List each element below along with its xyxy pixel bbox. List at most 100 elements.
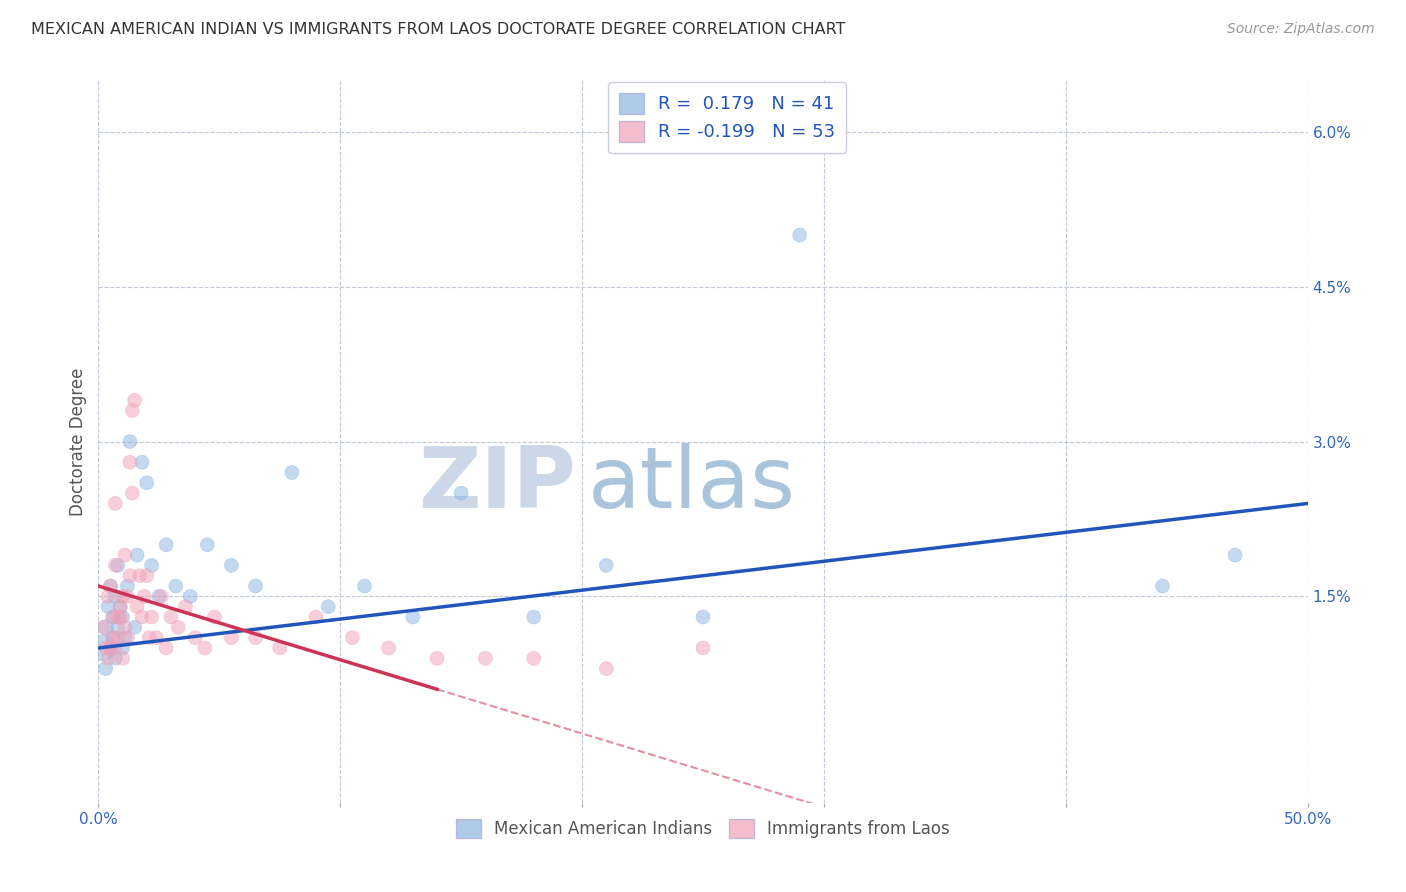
Point <box>97 599 120 614</box>
Point <box>111 640 134 655</box>
Point <box>104 640 127 655</box>
Point <box>245 579 267 593</box>
Point <box>221 558 243 573</box>
Point <box>135 568 157 582</box>
Point <box>127 599 149 614</box>
Point <box>101 610 124 624</box>
Point <box>141 558 163 573</box>
Point <box>595 662 617 676</box>
Point <box>1223 548 1246 562</box>
Point <box>118 568 141 582</box>
Point <box>107 620 129 634</box>
Point <box>104 496 127 510</box>
Point <box>100 579 122 593</box>
Point <box>131 455 153 469</box>
Point <box>117 579 139 593</box>
Point <box>184 631 207 645</box>
Point <box>692 610 714 624</box>
Point <box>194 640 217 655</box>
Point <box>97 590 120 604</box>
Point <box>148 590 170 604</box>
Point <box>167 620 190 634</box>
Point <box>269 640 291 655</box>
Point <box>91 620 114 634</box>
Point <box>124 393 146 408</box>
Point <box>474 651 496 665</box>
Point <box>107 558 129 573</box>
Point <box>100 579 122 593</box>
Text: Source: ZipAtlas.com: Source: ZipAtlas.com <box>1227 22 1375 37</box>
Point <box>195 538 218 552</box>
Point <box>342 631 364 645</box>
Point <box>121 403 143 417</box>
Point <box>128 568 150 582</box>
Text: MEXICAN AMERICAN INDIAN VS IMMIGRANTS FROM LAOS DOCTORATE DEGREE CORRELATION CHA: MEXICAN AMERICAN INDIAN VS IMMIGRANTS FR… <box>31 22 845 37</box>
Point <box>595 558 617 573</box>
Point <box>101 631 124 645</box>
Point <box>118 455 141 469</box>
Point <box>281 466 304 480</box>
Point <box>426 651 449 665</box>
Point <box>107 610 129 624</box>
Y-axis label: Doctorate Degree: Doctorate Degree <box>69 368 87 516</box>
Point <box>101 610 124 624</box>
Point <box>114 631 136 645</box>
Point <box>155 538 177 552</box>
Point <box>91 640 114 655</box>
Point <box>94 662 117 676</box>
Point <box>94 620 117 634</box>
Legend: Mexican American Indians, Immigrants from Laos: Mexican American Indians, Immigrants fro… <box>450 813 956 845</box>
Point <box>135 475 157 490</box>
Point <box>692 640 714 655</box>
Point <box>305 610 328 624</box>
Point <box>377 640 399 655</box>
Point <box>450 486 472 500</box>
Point <box>101 631 124 645</box>
Point <box>121 486 143 500</box>
Text: atlas: atlas <box>588 443 796 526</box>
Point <box>97 651 120 665</box>
Point <box>789 228 811 243</box>
Point <box>160 610 183 624</box>
Point <box>124 620 146 634</box>
Point <box>141 610 163 624</box>
Point <box>402 610 425 624</box>
Point <box>118 434 141 449</box>
Point <box>111 610 134 624</box>
Point <box>111 651 134 665</box>
Point <box>353 579 375 593</box>
Point <box>155 640 177 655</box>
Point <box>204 610 226 624</box>
Point <box>107 631 129 645</box>
Point <box>100 640 122 655</box>
Point <box>1152 579 1174 593</box>
Point <box>104 558 127 573</box>
Point <box>117 631 139 645</box>
Point <box>104 590 127 604</box>
Point <box>134 590 156 604</box>
Point <box>108 599 131 614</box>
Point <box>131 610 153 624</box>
Point <box>145 631 167 645</box>
Point <box>221 631 243 645</box>
Point <box>104 651 127 665</box>
Point <box>523 610 546 624</box>
Point <box>94 640 117 655</box>
Point <box>114 620 136 634</box>
Point <box>316 599 339 614</box>
Point <box>138 631 160 645</box>
Point <box>108 599 131 614</box>
Point <box>523 651 546 665</box>
Point <box>117 590 139 604</box>
Point <box>114 548 136 562</box>
Point <box>245 631 267 645</box>
Point <box>165 579 187 593</box>
Point <box>108 610 131 624</box>
Point <box>127 548 149 562</box>
Point <box>174 599 197 614</box>
Text: ZIP: ZIP <box>419 443 576 526</box>
Point <box>100 640 122 655</box>
Point <box>150 590 173 604</box>
Point <box>179 590 201 604</box>
Point <box>111 590 134 604</box>
